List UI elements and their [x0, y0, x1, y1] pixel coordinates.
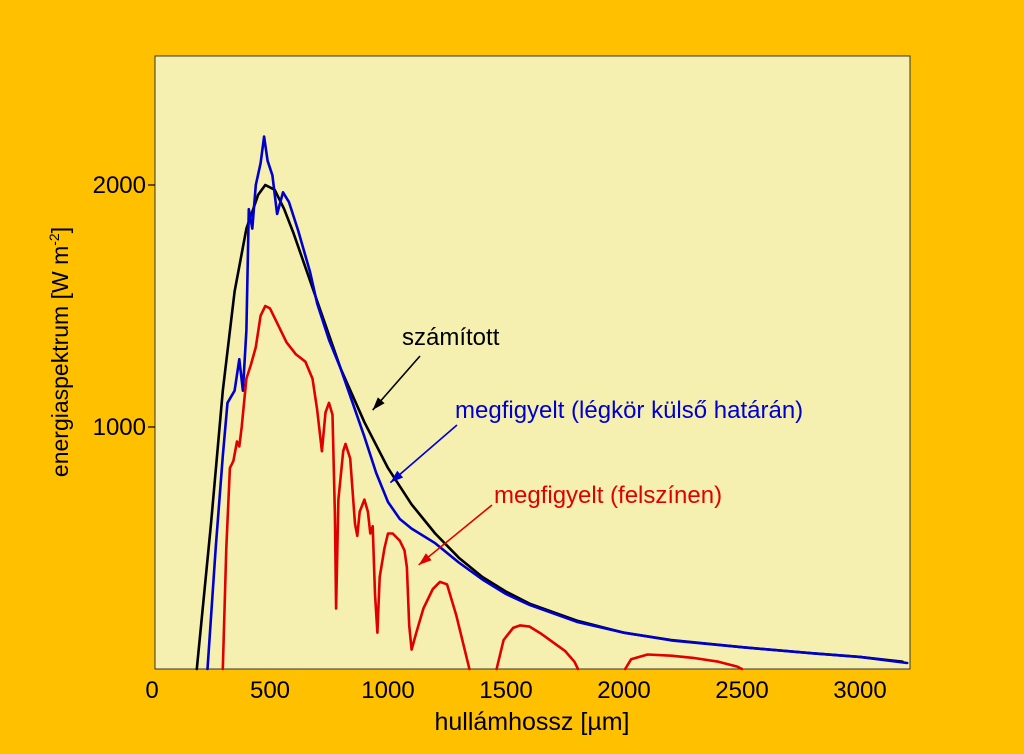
x-tick-label: 2000 [597, 677, 650, 704]
series-line-3 [221, 304, 471, 671]
annotation-arrowhead [418, 553, 432, 565]
annotation-arrow-line [418, 504, 493, 566]
annotation-arrow-line [389, 424, 458, 484]
annotation-label: megfigyelt (légkör külső határán) [455, 397, 803, 424]
series-line-2 [206, 135, 909, 671]
x-tick-label: 3000 [833, 677, 886, 704]
series-layer [195, 135, 909, 671]
axis-ticks: 0 500 1000 1500 2000 2500 3000 1000 2000 [93, 172, 887, 704]
annotation-layer: számított megfigyelt (légkör külső határá… [372, 324, 803, 566]
x-tick-label: 1500 [479, 677, 532, 704]
x-tick-label: 1000 [361, 677, 414, 704]
y-tick-label: 1000 [93, 414, 146, 441]
series-line-3 [623, 653, 744, 671]
annotation-arrowhead [372, 397, 385, 411]
x-tick-label: 500 [250, 677, 290, 704]
x-tick-label: 0 [145, 677, 158, 704]
annotation-arrowhead [390, 470, 404, 483]
y-tick-label: 2000 [93, 172, 146, 199]
series-line-3 [495, 624, 580, 671]
y-axis-label: energiaspektrum [W m-2] [46, 227, 73, 477]
plot-area [154, 55, 911, 670]
x-tick-label: 2500 [715, 677, 768, 704]
annotation-label: megfigyelt (felszínen) [494, 482, 722, 509]
annotation-label: számított [402, 324, 500, 351]
x-axis-label: hullámhossz [µm] [434, 708, 629, 736]
